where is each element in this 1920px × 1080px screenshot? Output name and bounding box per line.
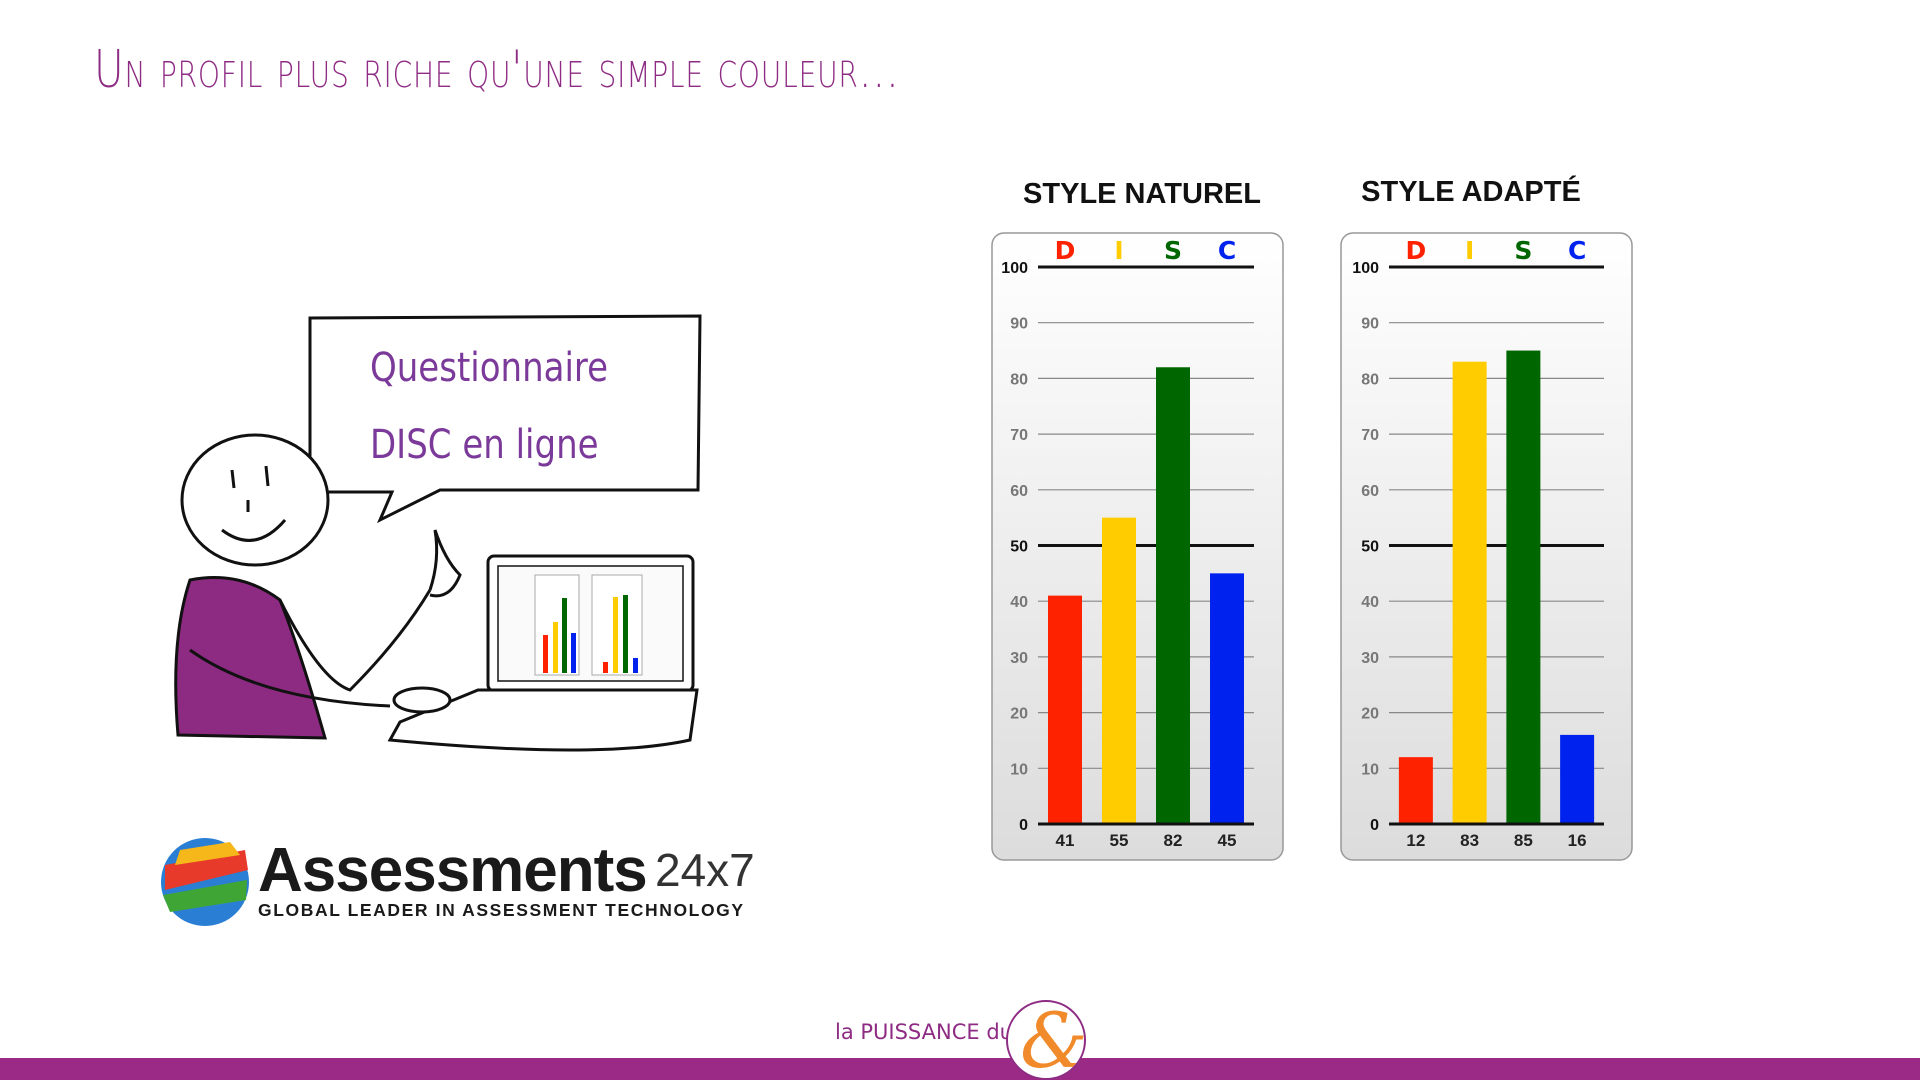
logo-suffix: 24x7	[655, 844, 755, 896]
bar-S	[1506, 350, 1541, 823]
y-tick-label: 20	[1361, 706, 1379, 723]
chart-1: 0 10 20 30 40 50 60 70 80 90 100 D 12 I 83 S 85 C 16	[1340, 232, 1633, 861]
logo-tagline: GLOBAL LEADER IN ASSESSMENT TECHNOLOGY	[258, 900, 745, 920]
stick-figure	[174, 433, 462, 740]
category-label-S: S	[1514, 236, 1532, 265]
value-label-D: 41	[1056, 831, 1075, 850]
y-tick-label: 100	[1352, 260, 1379, 277]
bar-I	[1102, 517, 1136, 823]
globe-logo-icon	[161, 838, 249, 926]
value-label-C: 45	[1218, 831, 1237, 850]
value-label-I: 55	[1110, 831, 1129, 850]
bar-C	[1210, 573, 1244, 823]
y-tick-label: 10	[1361, 761, 1379, 778]
footer-bar	[0, 1058, 1920, 1080]
footer-text: la PUISSANCE du	[835, 1020, 1013, 1044]
y-tick-label: 50	[1361, 539, 1379, 556]
y-tick-label: 30	[1361, 650, 1379, 667]
y-tick-label: 30	[1010, 650, 1028, 667]
value-label-S: 82	[1164, 831, 1183, 850]
y-tick-label: 50	[1010, 539, 1028, 556]
y-tick-label: 100	[1001, 260, 1028, 277]
y-tick-label: 90	[1361, 316, 1379, 333]
bubble-line-2: DISC en ligne	[370, 422, 599, 468]
category-label-I: I	[1465, 236, 1474, 265]
y-tick-label: 0	[1019, 817, 1028, 834]
y-tick-label: 10	[1010, 761, 1028, 778]
value-label-S: 85	[1514, 831, 1533, 850]
category-label-S: S	[1164, 236, 1182, 265]
category-label-C: C	[1218, 236, 1236, 265]
y-tick-label: 80	[1010, 371, 1028, 388]
chart-0: 0 10 20 30 40 50 60 70 80 90 100 D 41 I 55 S 82 C 45	[991, 232, 1284, 861]
category-label-D: D	[1405, 236, 1426, 265]
y-tick-label: 60	[1361, 483, 1379, 500]
laptop	[387, 554, 699, 752]
bar-C	[1560, 734, 1595, 823]
y-tick-label: 0	[1370, 817, 1379, 834]
y-tick-label: 70	[1010, 427, 1028, 444]
category-label-I: I	[1114, 236, 1123, 265]
y-tick-label: 20	[1010, 706, 1028, 723]
bar-D	[1398, 757, 1433, 823]
bar-S	[1156, 367, 1190, 823]
value-label-I: 83	[1460, 831, 1479, 850]
bubble-line-1: Questionnaire	[370, 345, 609, 391]
ampersand-logo: &	[1006, 1000, 1086, 1080]
chart-title-naturel: STYLE NATUREL	[1023, 178, 1261, 210]
y-tick-label: 80	[1361, 371, 1379, 388]
slide-title: Un profil plus riche qu'une simple coule…	[94, 40, 900, 100]
category-label-D: D	[1055, 236, 1076, 265]
y-tick-label: 60	[1010, 483, 1028, 500]
y-tick-label: 40	[1361, 594, 1379, 611]
value-label-D: 12	[1406, 831, 1425, 850]
y-tick-label: 40	[1010, 594, 1028, 611]
ampersand-symbol: &	[1020, 1000, 1086, 1080]
bar-D	[1048, 595, 1082, 823]
y-tick-label: 90	[1010, 316, 1028, 333]
bar-I	[1452, 361, 1487, 823]
value-label-C: 16	[1568, 831, 1587, 850]
chart-title-adapte: STYLE ADAPTÉ	[1361, 176, 1581, 208]
y-tick-label: 70	[1361, 427, 1379, 444]
logo-name: Assessments	[258, 836, 648, 905]
category-label-C: C	[1568, 236, 1586, 265]
